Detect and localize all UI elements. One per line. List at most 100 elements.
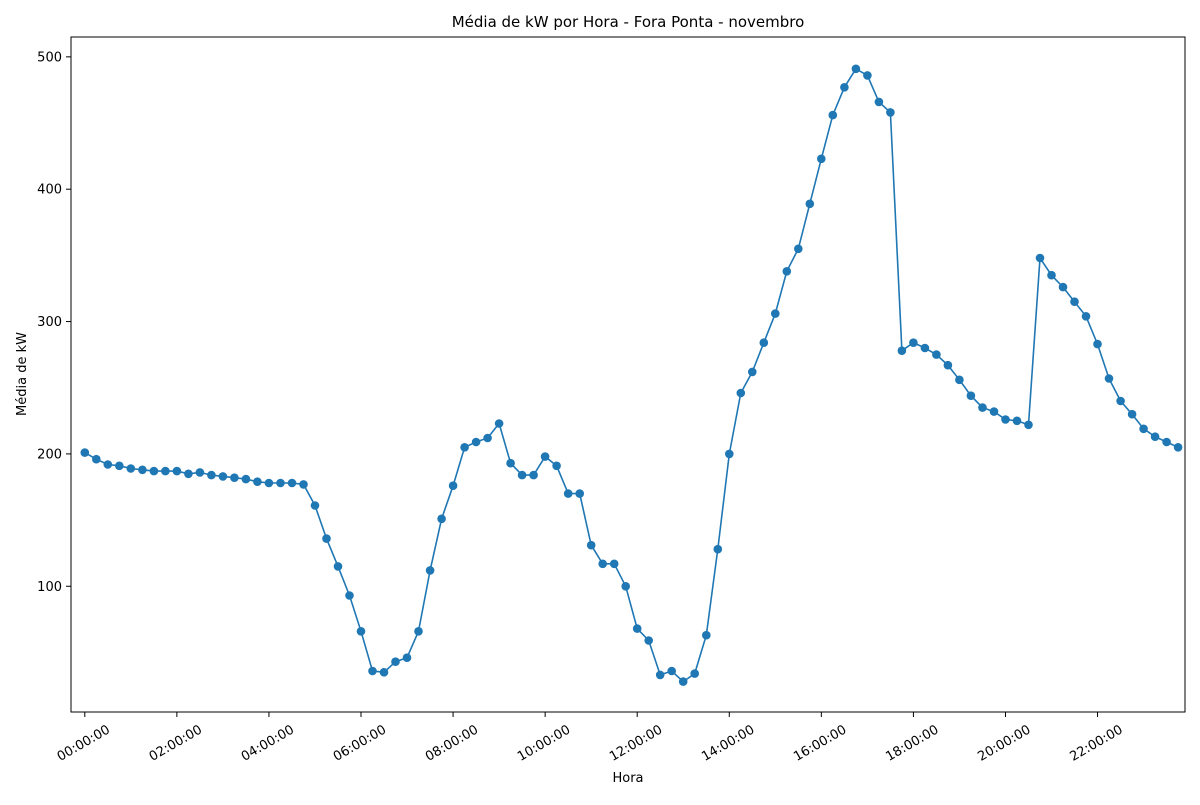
data-point (483, 433, 492, 443)
data-point (287, 478, 297, 488)
data-point (460, 443, 469, 452)
data-point (563, 489, 573, 498)
data-point (1150, 432, 1160, 442)
data-point (391, 657, 400, 666)
data-point (586, 540, 596, 550)
y-tick-label: 100 (37, 580, 62, 595)
data-point (655, 670, 665, 680)
data-point (529, 470, 538, 480)
data-point (725, 449, 734, 459)
data-point (621, 582, 630, 591)
x-tick-label: 10:00:00 (515, 722, 573, 764)
data-point (126, 464, 136, 473)
data-point (794, 244, 803, 254)
data-point (264, 478, 274, 488)
data-point (345, 591, 354, 600)
data-point (886, 108, 895, 117)
x-tick-label: 20:00:00 (975, 722, 1033, 764)
data-point (241, 474, 251, 484)
x-tick-label: 08:00:00 (423, 722, 481, 764)
data-point (828, 110, 838, 120)
x-tick-label: 18:00:00 (883, 722, 941, 764)
data-point (1058, 282, 1068, 292)
data-point (863, 71, 872, 80)
data-point (414, 627, 423, 636)
data-point (736, 388, 746, 398)
data-point (1104, 374, 1114, 383)
data-point (1093, 339, 1102, 349)
data-point (678, 677, 688, 686)
data-point (333, 562, 343, 571)
chart-title: Média de kW por Hora - Fora Ponta - nove… (452, 13, 805, 31)
data-point (322, 534, 331, 543)
series-line (84, 67, 1179, 683)
data-point (161, 466, 170, 476)
y-axis-label: Média de kW (15, 332, 30, 416)
x-tick-label: 00:00:00 (55, 722, 113, 764)
data-point (540, 452, 550, 461)
data-point (1139, 424, 1148, 434)
data-point (80, 448, 90, 457)
x-tick-label: 22:00:00 (1067, 722, 1125, 764)
data-point (172, 466, 182, 476)
data-point (840, 83, 849, 92)
data-point (632, 624, 642, 633)
data-point (448, 481, 458, 491)
data-point (748, 367, 757, 377)
data-point (943, 360, 953, 370)
data-point (1127, 409, 1137, 419)
x-tick-label: 06:00:00 (331, 722, 389, 764)
data-point (1024, 420, 1033, 430)
data-point (195, 468, 205, 477)
data-point (817, 154, 826, 164)
data-point (356, 627, 366, 636)
data-point (575, 489, 584, 498)
data-point (805, 199, 815, 209)
data-point (1116, 396, 1125, 406)
data-point (932, 350, 941, 359)
data-point (989, 407, 999, 416)
data-point (759, 338, 769, 348)
data-point (437, 514, 446, 524)
data-point (103, 460, 113, 469)
data-point (644, 636, 653, 645)
data-point (184, 469, 193, 479)
data-point (207, 470, 216, 480)
data-point (782, 267, 792, 276)
y-axis: 100 200 300 400 500 (37, 50, 71, 595)
data-point (598, 559, 607, 569)
y-tick-label: 200 (37, 447, 62, 462)
data-point (506, 458, 515, 468)
y-tick-label: 500 (37, 50, 62, 65)
plot-area (80, 64, 1183, 686)
data-point (149, 466, 159, 476)
plot-frame (70, 36, 1186, 713)
data-point (517, 470, 527, 480)
data-point (1047, 270, 1056, 280)
data-point (771, 309, 780, 318)
data-point (966, 391, 976, 401)
y-tick-label: 300 (37, 315, 62, 330)
x-tick-label: 16:00:00 (791, 722, 849, 764)
data-point (920, 343, 930, 353)
data-point (978, 403, 987, 412)
data-point (955, 375, 964, 385)
data-point (690, 669, 699, 678)
data-point (494, 419, 504, 428)
data-point (897, 346, 907, 356)
x-axis: 00:00:00 02:00:00 04:00:00 06:00:00 08:00:00… (55, 712, 1126, 765)
data-point (276, 478, 285, 488)
data-point (1173, 443, 1183, 452)
data-point (713, 544, 723, 554)
data-point (1035, 253, 1045, 263)
data-point (230, 473, 239, 483)
data-point (851, 64, 861, 74)
data-point (379, 668, 389, 677)
data-point (552, 461, 561, 471)
data-point (1001, 415, 1010, 424)
data-point (609, 559, 619, 569)
data-point (702, 630, 711, 640)
data-point (909, 338, 918, 348)
data-point (218, 472, 228, 481)
data-point (115, 461, 124, 471)
